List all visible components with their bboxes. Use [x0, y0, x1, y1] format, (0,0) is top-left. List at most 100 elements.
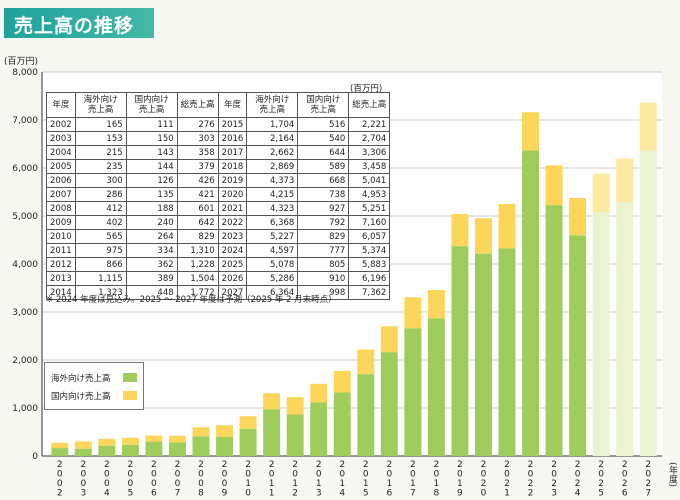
legend-overseas-swatch — [123, 373, 137, 382]
bar-overseas — [216, 436, 234, 456]
x-tick-label-digit: 7 — [175, 489, 181, 499]
y-tick-label: 7,000 — [12, 116, 38, 126]
x-tick-label-digit: 6 — [622, 489, 628, 499]
table-cell-total: 4,953 — [348, 187, 391, 202]
table-cell-domestic: 829 — [297, 229, 350, 244]
table-row: 2007 286 135 421 2020 4,215 738 4,953 — [46, 187, 391, 202]
table-cell-year: 2017 — [217, 145, 248, 160]
bar-overseas — [545, 205, 563, 456]
x-tick-label-digit: 2 — [57, 460, 63, 470]
x-tick-label-digit: 0 — [481, 470, 487, 480]
table-cell-year: 2013 — [46, 271, 76, 286]
table-cell-total: 6,196 — [348, 271, 391, 286]
table-cell-domestic: 334 — [125, 243, 178, 258]
legend-domestic-label: 国内向け売上高 — [51, 392, 111, 402]
table-row: 2014 1,323 448 1,772 2027 6,364 998 7,362 — [46, 285, 391, 300]
x-tick-label-digit: 2 — [57, 489, 63, 499]
x-tick-label-digit: 2 — [551, 479, 557, 489]
x-tick-label-digit: 9 — [222, 489, 228, 499]
table-cell-domestic: 264 — [125, 229, 178, 244]
x-tick-label-digit: 0 — [339, 470, 345, 480]
table-cell-year: 2006 — [46, 173, 76, 188]
bar-overseas — [192, 436, 210, 456]
table-cell-overseas: 5,286 — [246, 271, 299, 286]
table-row: 2003 153 150 303 2016 2,164 540 2,704 — [46, 131, 391, 146]
table-cell-total: 426 — [176, 173, 219, 188]
table-row: 2009 402 240 642 2022 6,368 792 7,160 — [46, 215, 391, 230]
bar-domestic — [74, 441, 92, 449]
x-tick-label-digit: 3 — [316, 489, 322, 499]
x-tick-label-digit: 0 — [622, 470, 628, 480]
x-tick-label-digit: 4 — [575, 489, 581, 499]
bar-overseas — [639, 150, 657, 456]
x-tick-label-digit: 2 — [222, 460, 228, 470]
table-cell-overseas: 215 — [74, 145, 127, 160]
col-header-total: 総売上高 — [348, 92, 391, 118]
x-tick-label-digit: 0 — [551, 470, 557, 480]
x-tick-label-digit: 7 — [410, 489, 416, 499]
table-cell-domestic: 589 — [297, 159, 350, 174]
x-tick-label-digit: 0 — [80, 470, 86, 480]
bar-overseas — [145, 441, 163, 456]
table-cell-total: 7,362 — [348, 285, 391, 300]
x-tick-label-digit: 2 — [481, 479, 487, 489]
bar-domestic — [404, 297, 422, 329]
bar-overseas — [74, 448, 92, 456]
table-cell-year: 2019 — [217, 173, 248, 188]
x-tick-label-digit: 2 — [598, 460, 604, 470]
legend: 海外向け売上高 国内向け売上高 — [44, 362, 144, 410]
x-tick-label-digit: 8 — [434, 489, 440, 499]
table-row: 2011 975 334 1,310 2024 4,597 777 5,374 — [46, 243, 391, 258]
x-tick-label-digit: 0 — [504, 470, 510, 480]
table-cell-year: 2009 — [46, 215, 76, 230]
x-tick-label-digit: 2 — [528, 489, 534, 499]
x-tick-label-digit: 0 — [57, 470, 63, 480]
table-cell-total: 1,772 — [176, 285, 219, 300]
bar-overseas — [522, 150, 540, 456]
y-tick-label: 0 — [32, 452, 38, 462]
x-tick-label-digit: 0 — [104, 479, 110, 489]
x-tick-label-digit: 2 — [645, 460, 651, 470]
x-tick-label-digit: 0 — [434, 470, 440, 480]
x-tick-label-digit: 8 — [198, 489, 204, 499]
x-tick-label-digit: 2 — [598, 479, 604, 489]
table-row: 2013 1,115 389 1,504 2026 5,286 910 6,196 — [46, 271, 391, 286]
table-cell-total: 5,374 — [348, 243, 391, 258]
x-tick-label-digit: 0 — [175, 470, 181, 480]
x-tick-label-digit: 4 — [104, 489, 110, 499]
y-tick-label: 4,000 — [12, 260, 38, 270]
x-tick-label-digit: 0 — [175, 479, 181, 489]
table-cell-year: 2004 — [46, 145, 76, 160]
table-cell-total: 6,057 — [348, 229, 391, 244]
bar-domestic — [498, 204, 516, 249]
col-header-overseas: 海外向け 売上高 — [74, 92, 127, 118]
table-cell-year: 2022 — [217, 215, 248, 230]
col-header-domestic-text: 国内向け 売上高 — [306, 95, 341, 115]
title-banner: 売上高の推移 — [4, 8, 154, 38]
bar-domestic — [216, 425, 234, 437]
table-cell-domestic: 240 — [125, 215, 178, 230]
bar-domestic — [427, 290, 445, 319]
x-tick-label-digit: 2 — [528, 460, 534, 470]
y-unit-label: (百万円) — [4, 57, 39, 67]
x-tick-label-digit: 2 — [198, 460, 204, 470]
x-tick-label-digit: 0 — [80, 479, 86, 489]
table-cell-domestic: 738 — [297, 187, 350, 202]
bar-overseas — [569, 235, 587, 456]
table-cell-year: 2007 — [46, 187, 76, 202]
bar-overseas — [404, 328, 422, 456]
table-cell-total: 1,504 — [176, 271, 219, 286]
bar-domestic — [239, 416, 257, 429]
table-cell-domestic: 927 — [297, 201, 350, 216]
x-tick-label-digit: 0 — [245, 470, 251, 480]
table-cell-overseas: 286 — [74, 187, 127, 202]
table-cell-overseas: 5,078 — [246, 257, 299, 272]
bar-domestic — [98, 438, 116, 446]
x-tick-label-digit: 0 — [128, 470, 134, 480]
table-cell-total: 601 — [176, 201, 219, 216]
x-tick-label-digit: 2 — [128, 460, 134, 470]
bar-overseas — [286, 414, 304, 456]
col-header-overseas: 海外向け 売上高 — [246, 92, 299, 118]
bar-domestic — [474, 218, 492, 254]
table-cell-domestic: 188 — [125, 201, 178, 216]
